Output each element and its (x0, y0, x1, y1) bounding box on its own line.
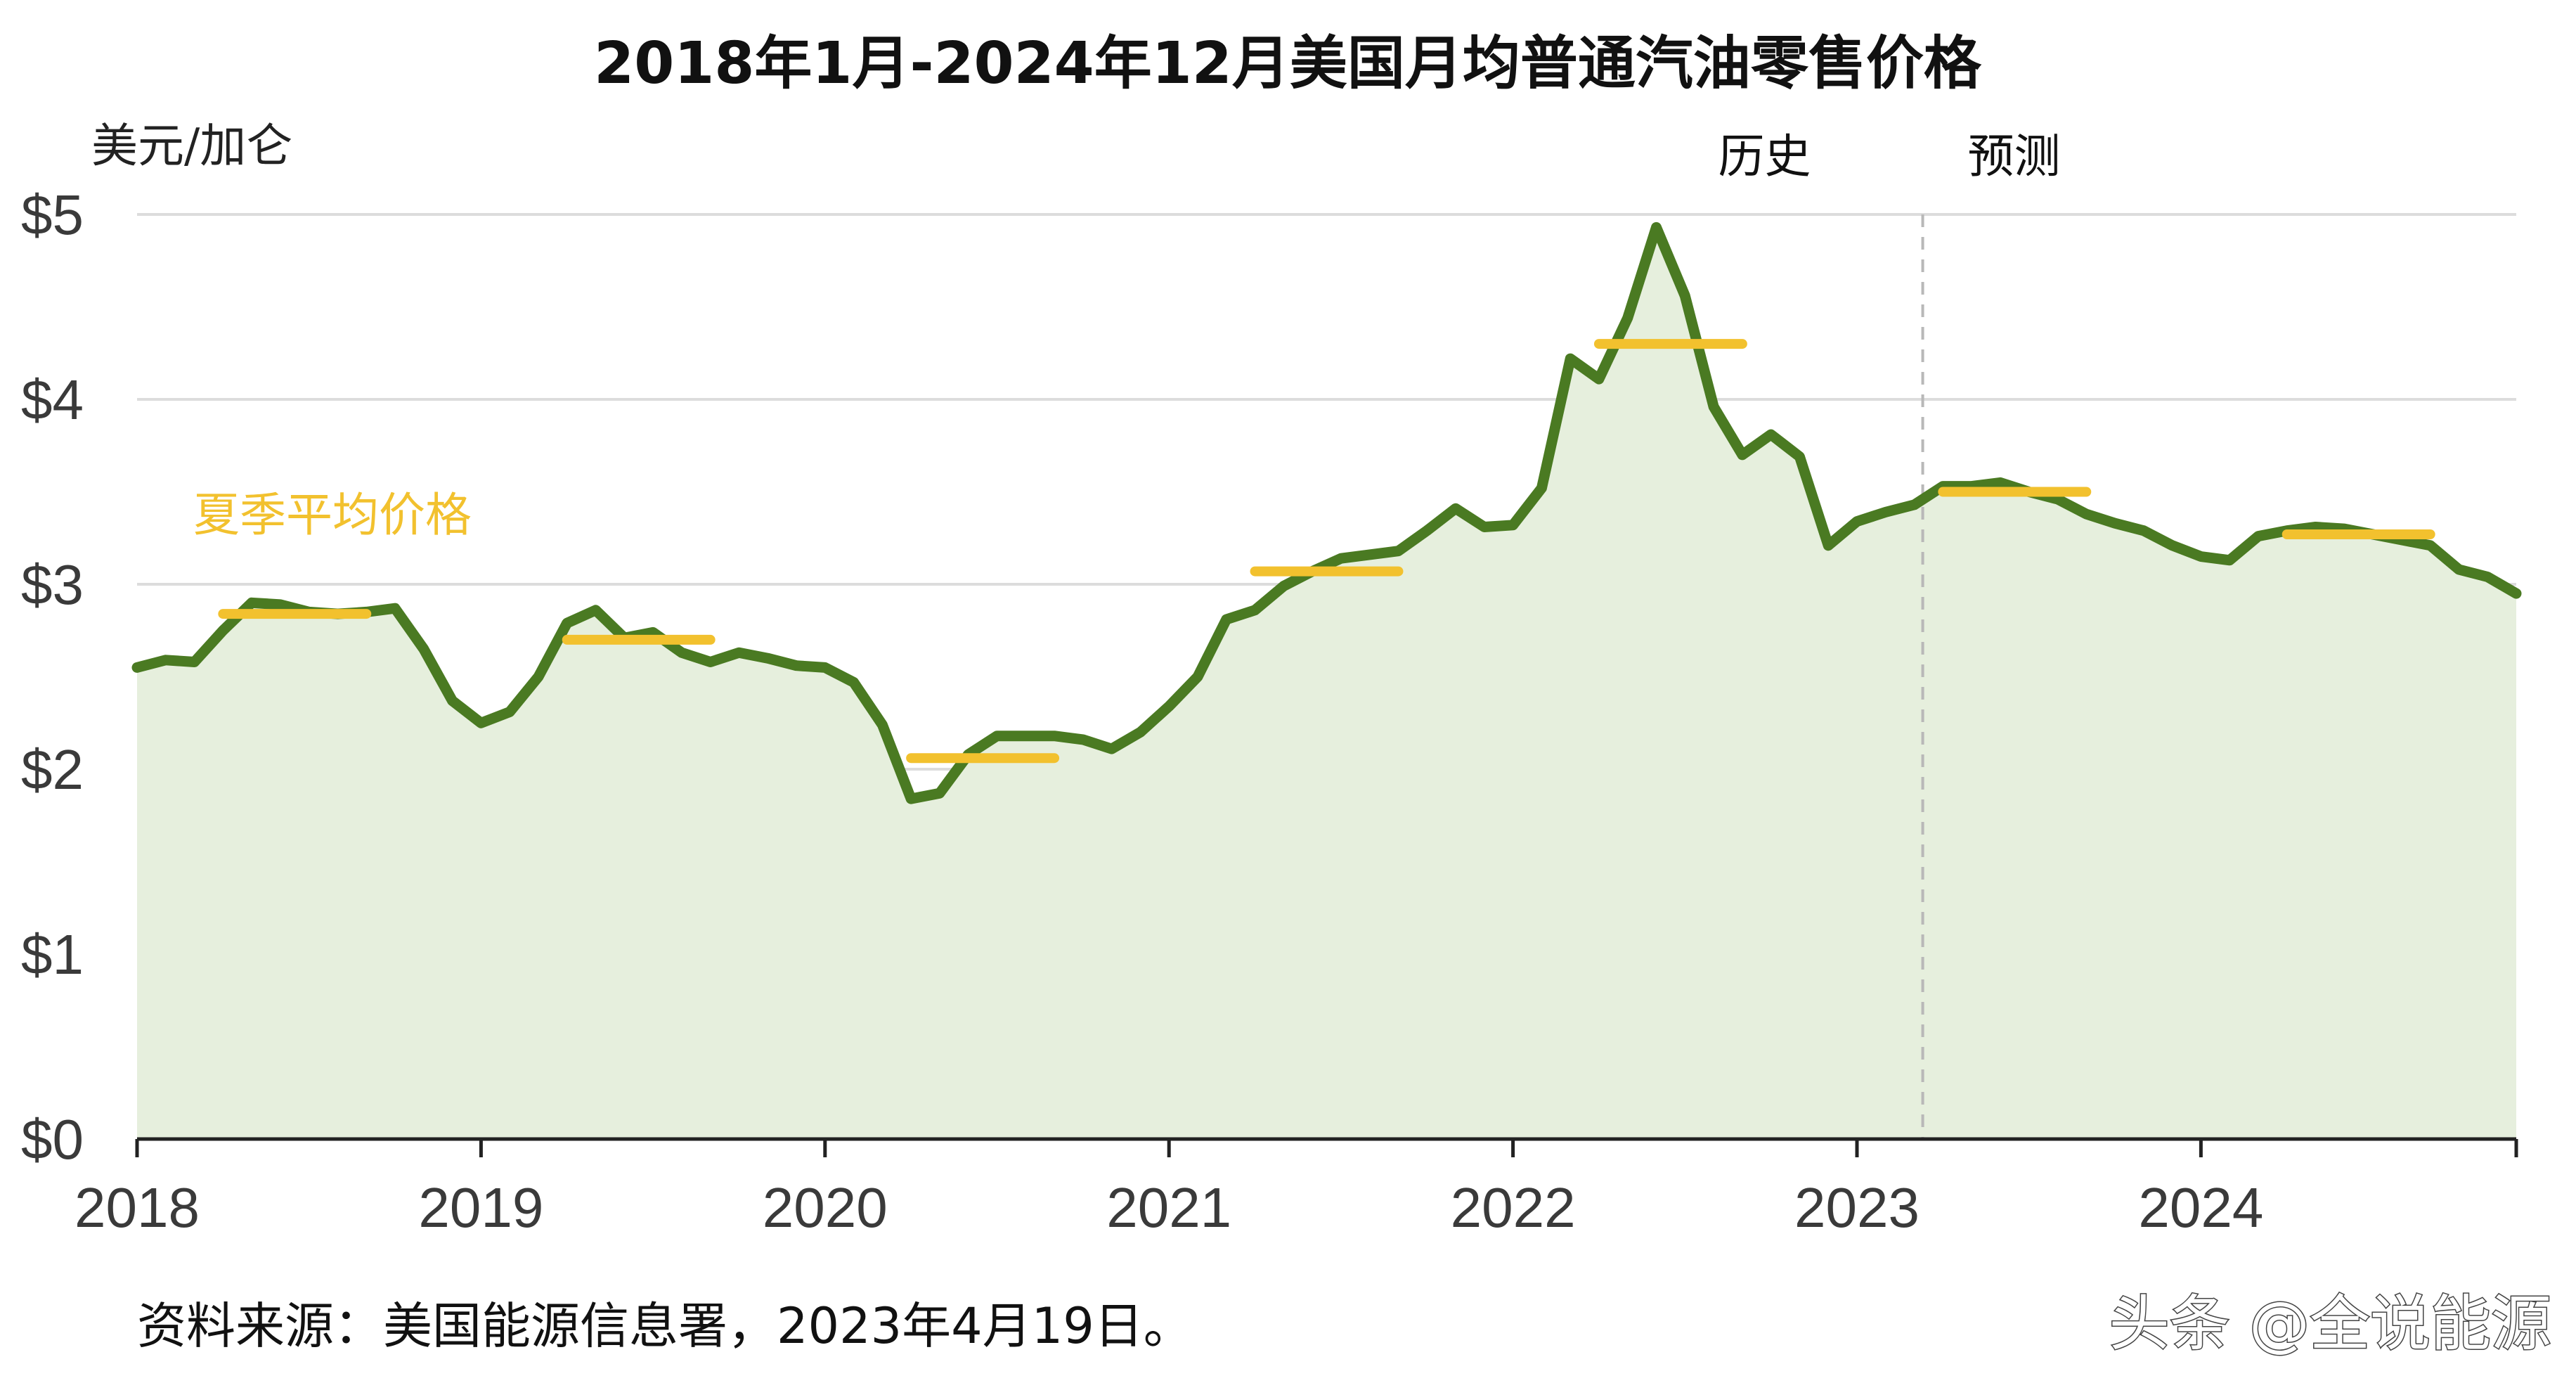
x-tick-label: 2021 (1106, 1176, 1231, 1239)
x-axis: 2018 2019 2020 2021 2022 2023 2024 (75, 1137, 2518, 1239)
x-tick-label: 2019 (418, 1176, 543, 1239)
y-axis-unit-label: 美元/加仑 (91, 119, 292, 173)
price-area-fill (137, 227, 2516, 1139)
y-tick-label: $3 (21, 553, 84, 616)
x-tick-label: 2020 (763, 1176, 888, 1239)
chart-title: 2018年1月-2024年12月美国月均普通汽油零售价格 (594, 30, 1982, 97)
summer-average-bars (218, 339, 2435, 764)
history-region-label: 历史 (1719, 129, 1811, 184)
y-tick-label: $1 (21, 923, 84, 986)
y-tick-label: $2 (21, 738, 84, 801)
x-tick-label: 2023 (1794, 1176, 1920, 1239)
summer-average-legend-label: 夏季平均价格 (193, 488, 472, 542)
y-tick-label: $0 (21, 1108, 84, 1171)
watermark: 头条 @全说能源 (2109, 1289, 2551, 1359)
forecast-region-label: 预测 (1968, 129, 2061, 184)
price-line (131, 221, 2522, 804)
y-axis-ticks: $0 $1 $2 $3 $4 $5 (21, 184, 84, 1171)
x-tick-label: 2024 (2138, 1176, 2263, 1239)
x-tick-label: 2018 (75, 1176, 200, 1239)
y-tick-label: $4 (21, 368, 84, 431)
y-tick-label: $5 (21, 184, 84, 246)
source-note: 资料来源：美国能源信息署，2023年4月19日。 (137, 1297, 1193, 1355)
x-tick-label: 2022 (1451, 1176, 1576, 1239)
